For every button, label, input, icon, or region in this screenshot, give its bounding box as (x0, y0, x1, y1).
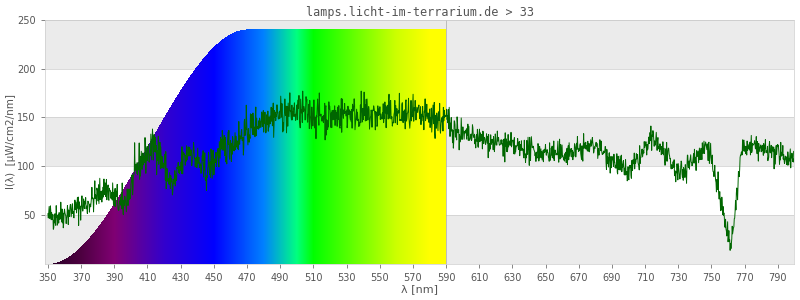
Bar (45, 215, 794, 264)
Bar (45, 20, 794, 69)
Bar (45, 117, 794, 166)
X-axis label: λ [nm]: λ [nm] (401, 284, 438, 294)
Y-axis label: I(λ)  [µW/cm2/nm]: I(λ) [µW/cm2/nm] (6, 94, 15, 189)
Title: lamps.licht-im-terrarium.de > 33: lamps.licht-im-terrarium.de > 33 (306, 6, 534, 19)
